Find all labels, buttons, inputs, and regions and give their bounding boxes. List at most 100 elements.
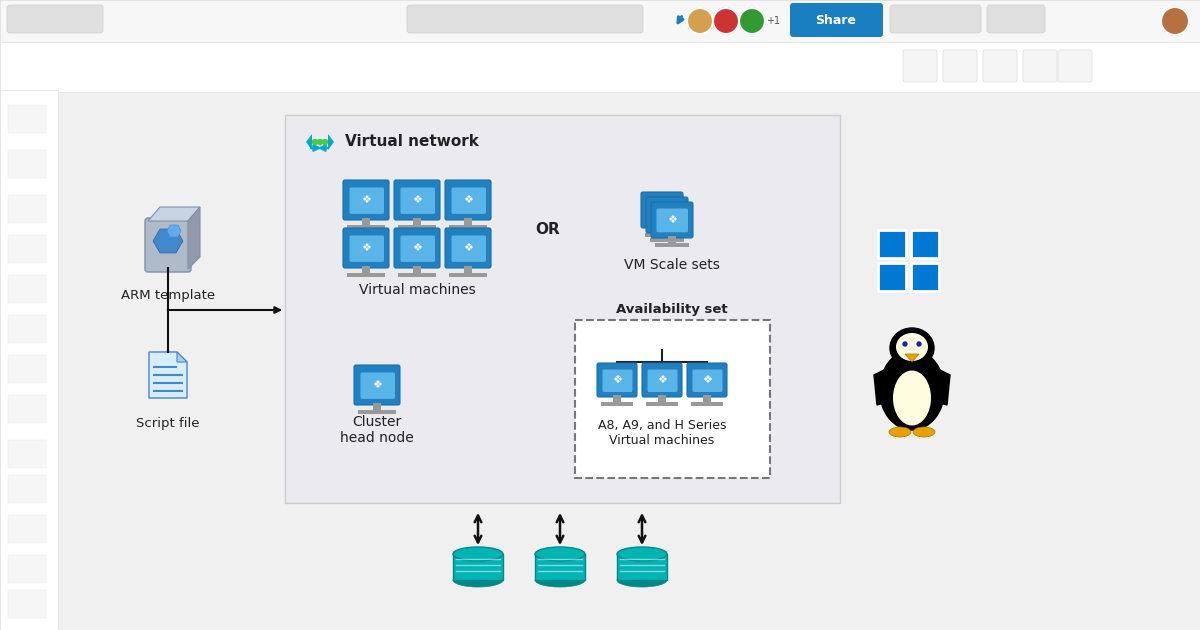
FancyBboxPatch shape	[642, 363, 682, 397]
Text: ❖: ❖	[372, 380, 382, 390]
Bar	[535, 554, 586, 580]
Bar	[911, 230, 940, 258]
Text: ❖: ❖	[412, 195, 422, 205]
Bar	[658, 226, 666, 233]
Bar	[8, 440, 46, 468]
FancyBboxPatch shape	[349, 188, 384, 214]
Bar	[362, 218, 370, 225]
FancyBboxPatch shape	[983, 50, 1018, 82]
Polygon shape	[167, 225, 181, 237]
Text: Share: Share	[816, 14, 857, 28]
Ellipse shape	[896, 333, 928, 361]
Text: OR: OR	[535, 222, 560, 238]
Polygon shape	[905, 354, 919, 362]
Bar	[398, 225, 436, 229]
FancyBboxPatch shape	[890, 5, 982, 33]
Bar	[8, 475, 46, 503]
Text: ❖: ❖	[361, 195, 371, 205]
FancyBboxPatch shape	[401, 188, 436, 214]
Circle shape	[713, 8, 739, 34]
Ellipse shape	[535, 573, 586, 587]
Bar	[878, 263, 906, 291]
Bar	[613, 395, 622, 402]
Bar	[449, 225, 487, 229]
FancyBboxPatch shape	[692, 370, 722, 392]
Bar	[347, 273, 385, 277]
Text: Virtual machines: Virtual machines	[359, 283, 475, 297]
Ellipse shape	[454, 547, 503, 561]
Bar	[398, 273, 436, 277]
Ellipse shape	[617, 547, 667, 561]
Bar	[650, 238, 684, 242]
Polygon shape	[178, 352, 187, 362]
Text: +1: +1	[766, 16, 780, 26]
FancyBboxPatch shape	[641, 192, 683, 228]
FancyBboxPatch shape	[354, 365, 400, 405]
FancyBboxPatch shape	[656, 209, 688, 232]
Polygon shape	[154, 229, 182, 253]
Text: ❖: ❖	[412, 243, 422, 253]
Circle shape	[1162, 7, 1189, 35]
Circle shape	[318, 139, 323, 144]
Bar	[8, 235, 46, 263]
FancyBboxPatch shape	[343, 228, 389, 268]
Bar	[8, 315, 46, 343]
Text: ❖: ❖	[662, 210, 672, 220]
FancyBboxPatch shape	[445, 180, 491, 220]
Circle shape	[901, 340, 910, 348]
Polygon shape	[874, 365, 894, 405]
FancyBboxPatch shape	[360, 372, 395, 399]
Circle shape	[916, 340, 923, 348]
Ellipse shape	[454, 573, 503, 587]
Bar	[358, 410, 396, 414]
Bar	[8, 105, 46, 133]
FancyBboxPatch shape	[648, 370, 678, 392]
Bar	[658, 395, 666, 402]
Bar	[575, 320, 770, 478]
FancyBboxPatch shape	[349, 236, 384, 262]
Bar	[644, 233, 679, 237]
Polygon shape	[149, 352, 187, 398]
Text: Virtual network: Virtual network	[346, 134, 479, 149]
FancyBboxPatch shape	[790, 3, 883, 37]
Polygon shape	[306, 134, 312, 150]
Bar	[449, 273, 487, 277]
FancyBboxPatch shape	[407, 5, 643, 33]
Circle shape	[739, 8, 766, 34]
Polygon shape	[328, 134, 334, 150]
FancyBboxPatch shape	[986, 5, 1045, 33]
Ellipse shape	[880, 350, 944, 430]
Text: Cluster
head node: Cluster head node	[340, 415, 414, 445]
Bar	[8, 195, 46, 223]
Bar	[601, 402, 634, 406]
Text: A8, A9, and H Series
Virtual machines: A8, A9, and H Series Virtual machines	[598, 419, 726, 447]
Bar	[703, 395, 710, 402]
Bar	[655, 243, 689, 247]
Polygon shape	[188, 207, 200, 269]
Ellipse shape	[889, 427, 911, 437]
Bar	[668, 236, 676, 243]
Bar	[8, 275, 46, 303]
Bar	[8, 590, 46, 618]
Bar	[373, 403, 382, 410]
Bar	[0, 42, 1200, 92]
FancyBboxPatch shape	[394, 228, 440, 268]
Polygon shape	[930, 365, 950, 405]
Text: VM Scale sets: VM Scale sets	[624, 258, 720, 272]
Bar	[347, 225, 385, 229]
Text: ❖: ❖	[463, 243, 473, 253]
FancyBboxPatch shape	[943, 50, 977, 82]
FancyBboxPatch shape	[394, 180, 440, 220]
FancyBboxPatch shape	[598, 363, 637, 397]
FancyBboxPatch shape	[445, 228, 491, 268]
FancyBboxPatch shape	[652, 203, 683, 227]
FancyBboxPatch shape	[904, 50, 937, 82]
FancyBboxPatch shape	[401, 236, 436, 262]
FancyBboxPatch shape	[451, 236, 486, 262]
Ellipse shape	[913, 427, 935, 437]
Bar	[8, 515, 46, 543]
Bar	[8, 150, 46, 178]
Circle shape	[323, 139, 328, 144]
Bar	[911, 263, 940, 291]
FancyBboxPatch shape	[602, 370, 632, 392]
